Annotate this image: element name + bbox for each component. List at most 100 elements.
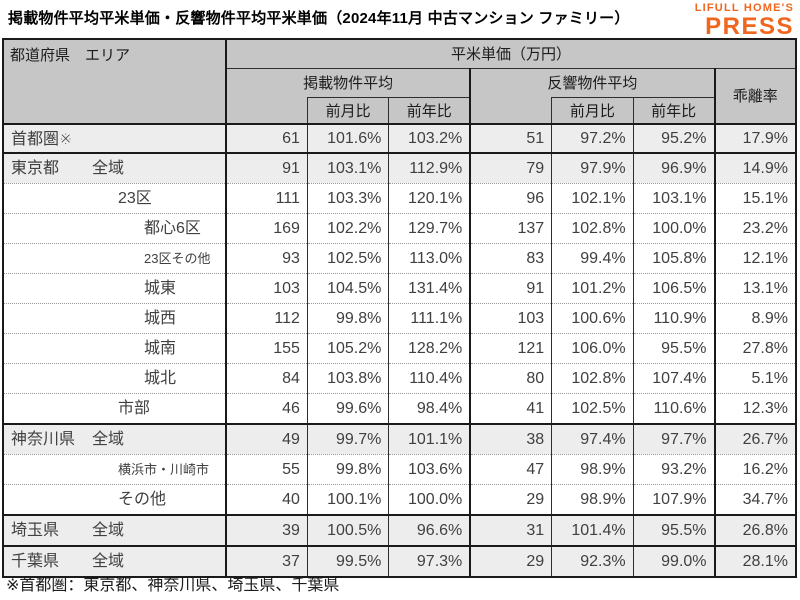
listed-mom-cell: 103.1%: [306, 152, 390, 184]
listed-mom-cell: 105.2%: [306, 333, 390, 364]
response-price-cell: 31: [469, 514, 553, 546]
header-deviation-rate: 乖離率: [713, 67, 797, 125]
listed-yoy-cell: 103.2%: [388, 123, 471, 153]
response-yoy-cell: 95.5%: [632, 514, 716, 546]
listed-mom-cell: 100.1%: [306, 484, 390, 515]
header-listed-mom: 前月比: [306, 96, 390, 125]
logo-text-lifull-homes: LIFULL HOME'S: [694, 2, 794, 14]
listed-yoy-cell: 131.4%: [388, 273, 471, 304]
response-yoy-cell: 110.6%: [632, 393, 716, 424]
response-price-cell: 47: [469, 454, 553, 485]
listed-price-cell: 112: [224, 303, 308, 334]
area-label: 城北: [144, 370, 177, 387]
listed-yoy-cell: 96.6%: [388, 514, 471, 546]
area-cell: 23区その他: [2, 243, 227, 274]
response-mom-cell: 97.9%: [551, 152, 634, 184]
listed-price-cell: 169: [224, 213, 308, 244]
header-response-average: 反響物件平均: [469, 67, 716, 97]
response-yoy-cell: 96.9%: [632, 152, 716, 184]
response-mom-cell: 99.4%: [551, 243, 634, 274]
logo-text-press: PRESS: [705, 13, 794, 40]
listed-price-cell: 111: [224, 183, 308, 214]
listed-mom-cell: 99.6%: [306, 393, 390, 424]
response-yoy-cell: 105.8%: [632, 243, 716, 274]
area-label: 市部: [118, 400, 151, 417]
deviation-cell: 12.1%: [713, 243, 797, 274]
listed-price-cell: 49: [224, 423, 308, 455]
listed-mom-cell: 104.5%: [306, 273, 390, 304]
listed-mom-cell: 99.7%: [306, 423, 390, 455]
header-listed-value-spacer: [225, 97, 308, 125]
area-cell: 城西: [2, 303, 227, 334]
prefecture-label: 埼玉県: [11, 522, 60, 539]
header-unit-price: 平米単価（万円）: [225, 38, 797, 69]
response-yoy-cell: 93.2%: [632, 454, 716, 485]
response-mom-cell: 102.8%: [551, 213, 634, 244]
listed-mom-cell: 103.8%: [306, 363, 390, 394]
response-mom-cell: 92.3%: [551, 545, 634, 577]
listed-mom-cell: 101.6%: [306, 123, 390, 153]
area-label: 23区その他: [144, 251, 211, 266]
table-body: 首都圏※ 61 101.6% 103.2% 51 97.2% 95.2% 17.9% 東京都 全域…: [2, 123, 797, 577]
response-mom-cell: 101.2%: [551, 273, 634, 304]
area-cell: 城北: [2, 363, 227, 394]
area-label: 城西: [144, 310, 177, 327]
response-mom-cell: 98.9%: [551, 454, 634, 485]
response-price-cell: 83: [469, 243, 553, 274]
area-label: 城南: [144, 340, 177, 357]
response-price-cell: 38: [469, 423, 553, 455]
table-header: 都道府県 エリア 平米単価（万円） 掲載物件平均 反響物件平均 乖離率 前月比 …: [2, 38, 797, 125]
table-row: その他 40 100.1% 100.0% 29 98.9% 107.9% 34.7%: [2, 484, 797, 515]
response-mom-cell: 98.9%: [551, 484, 634, 515]
listed-mom-cell: 100.5%: [306, 514, 390, 546]
area-cell: 千葉県 全域: [2, 545, 227, 577]
table-row: 市部 46 99.6% 98.4% 41 102.5% 110.6% 12.3%: [2, 393, 797, 424]
listed-yoy-cell: 129.7%: [388, 213, 471, 244]
deviation-cell: 26.7%: [713, 423, 797, 455]
deviation-cell: 28.1%: [713, 545, 797, 577]
response-price-cell: 103: [469, 303, 553, 334]
listed-price-cell: 37: [224, 545, 308, 577]
listed-yoy-cell: 98.4%: [388, 393, 471, 424]
deviation-cell: 34.7%: [713, 484, 797, 515]
listed-price-cell: 61: [224, 123, 308, 153]
area-cell: 首都圏※: [2, 123, 227, 153]
listed-yoy-cell: 112.9%: [388, 152, 471, 184]
response-mom-cell: 102.8%: [551, 363, 634, 394]
area-label: 全域: [92, 431, 125, 448]
price-table: 都道府県 エリア 平米単価（万円） 掲載物件平均 反響物件平均 乖離率 前月比 …: [2, 38, 797, 578]
deviation-cell: 27.8%: [713, 333, 797, 364]
table-row: 千葉県 全域 37 99.5% 97.3% 29 92.3% 99.0% 28.1%: [2, 545, 797, 577]
table-row: 城南 155 105.2% 128.2% 121 106.0% 95.5% 27.8%: [2, 333, 797, 364]
footnote: ※首都圏：東京都、神奈川県、埼玉県、千葉県: [6, 577, 340, 594]
area-cell: 横浜市・川崎市: [2, 454, 227, 485]
response-price-cell: 51: [469, 123, 553, 153]
table-row: 横浜市・川崎市 55 99.8% 103.6% 47 98.9% 93.2% 16.2%: [2, 454, 797, 485]
table-row: 埼玉県 全域 39 100.5% 96.6% 31 101.4% 95.5% 26.8%: [2, 514, 797, 546]
response-price-cell: 79: [469, 152, 553, 184]
header-listed-average: 掲載物件平均: [225, 67, 471, 97]
listed-yoy-cell: 101.1%: [388, 423, 471, 455]
listed-yoy-cell: 103.6%: [388, 454, 471, 485]
response-yoy-cell: 103.1%: [632, 183, 716, 214]
listed-price-cell: 84: [224, 363, 308, 394]
response-mom-cell: 97.4%: [551, 423, 634, 455]
area-label: 横浜市・川崎市: [118, 462, 210, 477]
listed-price-cell: 103: [224, 273, 308, 304]
deviation-cell: 15.1%: [713, 183, 797, 214]
prefecture-label: 首都圏※: [11, 131, 73, 148]
response-mom-cell: 100.6%: [551, 303, 634, 334]
header-response-mom: 前月比: [551, 96, 634, 125]
area-cell: その他: [2, 484, 227, 515]
response-price-cell: 41: [469, 393, 553, 424]
listed-mom-cell: 99.8%: [306, 303, 390, 334]
table-row: 城北 84 103.8% 110.4% 80 102.8% 107.4% 5.1%: [2, 363, 797, 394]
listed-yoy-cell: 120.1%: [388, 183, 471, 214]
area-cell: 神奈川県 全域: [2, 423, 227, 455]
deviation-cell: 8.9%: [713, 303, 797, 334]
listed-yoy-cell: 110.4%: [388, 363, 471, 394]
area-label: 都心6区: [144, 220, 201, 237]
area-label: その他: [118, 491, 167, 508]
response-yoy-cell: 110.9%: [632, 303, 716, 334]
table-row: 城西 112 99.8% 111.1% 103 100.6% 110.9% 8.9%: [2, 303, 797, 334]
